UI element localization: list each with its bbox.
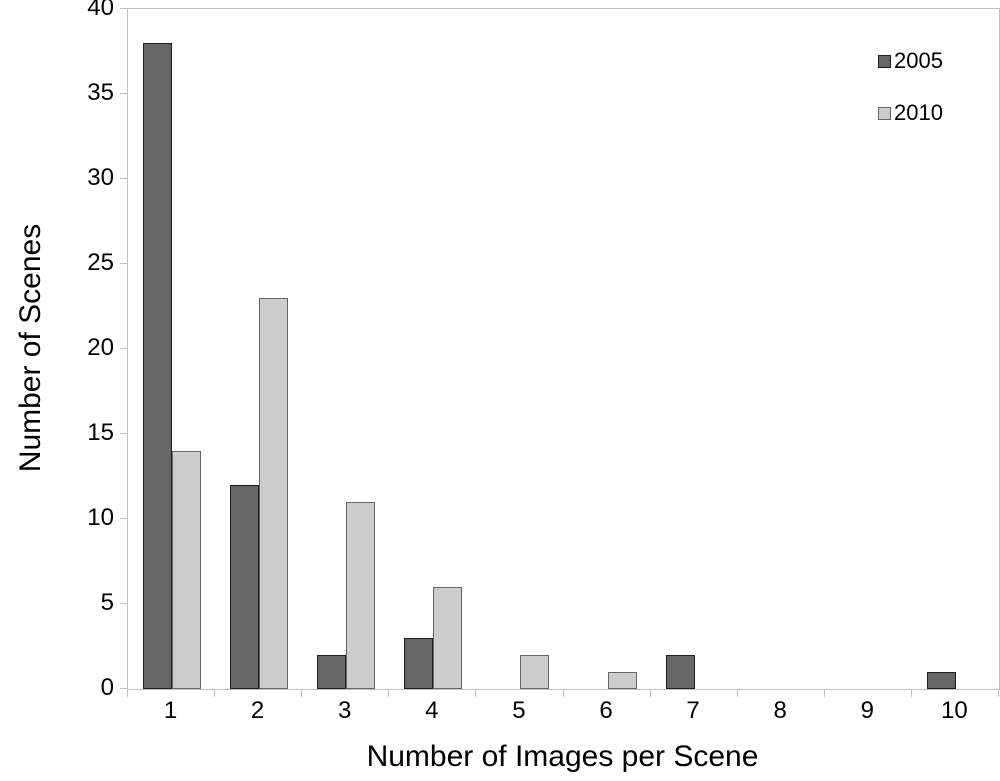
- x-tick-label: 5: [512, 697, 526, 724]
- y-tick-label: 30: [87, 164, 114, 191]
- x-tick-label: 9: [860, 697, 874, 724]
- x-tick-mark: [649, 689, 651, 697]
- x-tick-label: 2: [250, 697, 265, 724]
- x-tick-label: 4: [425, 697, 439, 724]
- y-tick-label: 25: [87, 249, 114, 276]
- bar-2010-x2: [259, 298, 289, 689]
- y-tick-mark: [120, 263, 127, 264]
- bar-2010-x6: [607, 672, 637, 689]
- legend-item-2010: 2010: [878, 102, 943, 124]
- y-tick-mark: [120, 178, 127, 179]
- y-tick-label: 35: [87, 79, 114, 106]
- x-tick-label: 3: [338, 697, 352, 724]
- y-tick-label: 5: [100, 589, 114, 616]
- legend-label: 2010: [894, 100, 943, 125]
- x-tick-mark: [998, 689, 999, 697]
- bar-2010-x3: [346, 502, 376, 689]
- bar-2005-x3: [317, 655, 347, 689]
- y-tick-mark: [120, 603, 127, 604]
- x-tick-label: 6: [599, 697, 613, 724]
- x-tick-label: 1: [163, 697, 178, 724]
- x-tick-mark: [475, 689, 477, 697]
- bar-2005-x4: [404, 638, 434, 689]
- x-tick-mark: [214, 689, 216, 697]
- y-tick-mark: [120, 518, 127, 519]
- bar-2005-x1: [143, 43, 172, 689]
- bar-2010-x4: [433, 587, 463, 689]
- y-tick-mark: [120, 93, 127, 94]
- legend: 2005 2010: [878, 50, 943, 154]
- y-axis-title: Number of Scenes: [14, 223, 47, 473]
- legend-item-2005: 2005: [878, 50, 943, 72]
- legend-label: 2005: [894, 48, 943, 73]
- y-tick-label: 15: [87, 419, 114, 446]
- x-tick-label: 10: [941, 697, 968, 724]
- x-tick-mark: [301, 689, 303, 697]
- bar-2005-x7: [665, 655, 695, 689]
- x-tick-mark: [388, 689, 390, 697]
- y-tick-label: 40: [87, 0, 114, 21]
- bar-2005-x2: [230, 485, 260, 689]
- x-tick-mark: [736, 689, 738, 697]
- legend-swatch-icon: [878, 54, 891, 68]
- x-tick-mark: [823, 689, 825, 697]
- y-tick-label: 0: [100, 674, 114, 701]
- legend-swatch-icon: [878, 106, 891, 120]
- x-tick-label: 7: [686, 697, 700, 724]
- x-tick-mark: [910, 689, 912, 697]
- y-tick-label: 20: [87, 334, 114, 361]
- x-tick-mark: [127, 689, 128, 697]
- y-tick-mark: [120, 8, 127, 9]
- y-tick-mark: [120, 433, 127, 434]
- bar-2005-x10: [926, 672, 956, 689]
- x-tick-label: 8: [773, 697, 787, 724]
- bar-2010-x5: [520, 655, 550, 689]
- plot-area: [127, 8, 1000, 690]
- x-axis-title: Number of Images per Scene: [366, 740, 759, 773]
- bar-2010-x1: [172, 451, 201, 689]
- x-tick-mark: [562, 689, 564, 697]
- y-tick-mark: [120, 348, 127, 349]
- y-tick-label: 10: [87, 504, 114, 531]
- y-tick-mark: [120, 688, 127, 689]
